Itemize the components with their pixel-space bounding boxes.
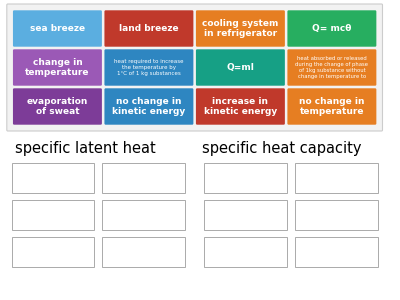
Bar [102, 163, 185, 193]
Bar [204, 237, 287, 267]
Text: no change in
kinetic energy: no change in kinetic energy [112, 97, 186, 116]
Text: change in
temperature: change in temperature [25, 58, 90, 77]
Bar [204, 200, 287, 230]
Text: sea breeze: sea breeze [30, 24, 85, 33]
Text: Q=ml: Q=ml [226, 63, 254, 72]
FancyBboxPatch shape [196, 10, 285, 47]
FancyBboxPatch shape [7, 4, 382, 131]
FancyBboxPatch shape [288, 10, 376, 47]
FancyBboxPatch shape [13, 88, 102, 125]
Text: evaporation
of sweat: evaporation of sweat [27, 97, 88, 116]
FancyBboxPatch shape [104, 88, 193, 125]
FancyBboxPatch shape [288, 88, 376, 125]
Bar [204, 163, 287, 193]
Bar [102, 200, 185, 230]
Text: Q= mcθ: Q= mcθ [312, 24, 352, 33]
Text: specific latent heat: specific latent heat [14, 140, 155, 155]
Bar [12, 163, 94, 193]
FancyBboxPatch shape [104, 10, 193, 47]
Bar [102, 237, 185, 267]
Text: heat required to increase
the temperature by
1°C of 1 kg substances: heat required to increase the temperatur… [114, 59, 184, 76]
FancyBboxPatch shape [13, 10, 102, 47]
Bar [295, 200, 378, 230]
Text: cooling system
in refrigerator: cooling system in refrigerator [202, 19, 278, 38]
FancyBboxPatch shape [13, 49, 102, 86]
FancyBboxPatch shape [288, 49, 376, 86]
Text: increase in
kinetic energy: increase in kinetic energy [204, 97, 277, 116]
Bar [12, 237, 94, 267]
Bar [295, 237, 378, 267]
Text: heat absorbed or released
during the change of phase
of 1kg substance without
ch: heat absorbed or released during the cha… [295, 56, 368, 79]
FancyBboxPatch shape [104, 49, 193, 86]
FancyBboxPatch shape [196, 49, 285, 86]
Text: no change in
temperature: no change in temperature [299, 97, 365, 116]
Bar [295, 163, 378, 193]
Bar [12, 200, 94, 230]
FancyBboxPatch shape [196, 88, 285, 125]
Text: land breeze: land breeze [119, 24, 179, 33]
Text: specific heat capacity: specific heat capacity [202, 140, 362, 155]
